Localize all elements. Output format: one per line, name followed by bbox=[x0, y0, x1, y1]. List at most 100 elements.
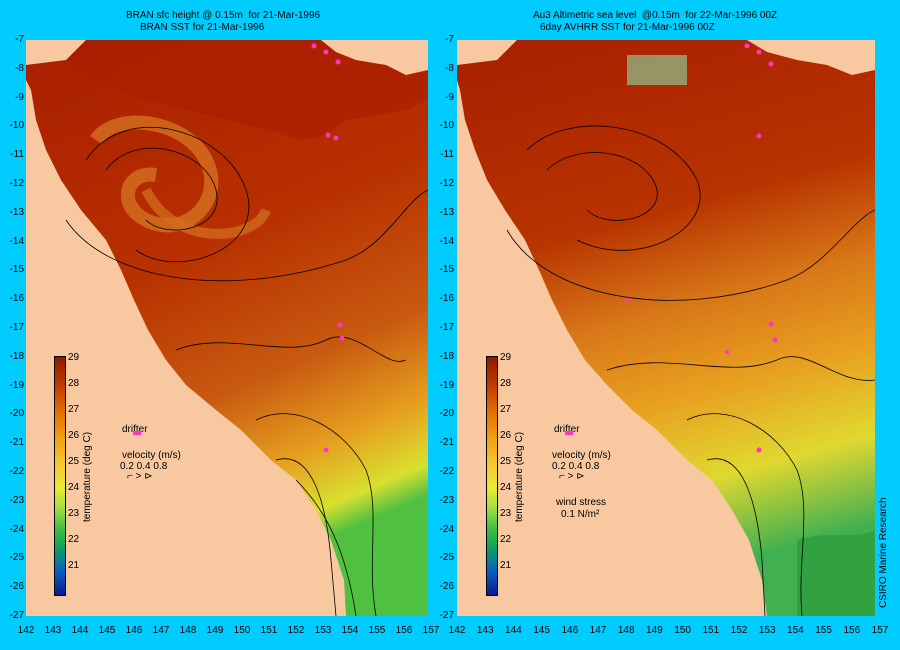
colorbar-tick-left: 23 bbox=[68, 508, 80, 519]
x-tick-label-left: 147 bbox=[152, 625, 170, 636]
colorbar-tick-right: 28 bbox=[500, 378, 512, 389]
y-tick-label-left: -13 bbox=[9, 206, 24, 218]
velocity-arrows-left: ⌐ > ⊳ bbox=[127, 471, 153, 482]
right-map bbox=[457, 40, 875, 616]
credit-text: CSIRO Marine Research bbox=[878, 497, 889, 608]
x-tick-label-right: 154 bbox=[787, 625, 804, 636]
x-tick-label-left: 151 bbox=[260, 625, 278, 636]
x-tick-label-right: 149 bbox=[646, 625, 663, 636]
y-tick-label-left: -11 bbox=[10, 149, 24, 161]
x-tick-label-left: 148 bbox=[179, 625, 197, 636]
x-tick-label-left: 146 bbox=[125, 625, 143, 636]
drifter-marker-left bbox=[133, 431, 141, 435]
y-tick-label-left: -23 bbox=[9, 494, 24, 506]
left-title-1: BRAN sfc height @ 0.15m for 21-Mar-1996 bbox=[126, 10, 321, 21]
y-tick-label-left: -9 bbox=[15, 91, 24, 103]
x-tick-label-right: 145 bbox=[533, 625, 550, 636]
x-tick-label-left: 154 bbox=[341, 625, 359, 636]
colorbar-tick-right: 22 bbox=[500, 534, 512, 545]
wind-stress-value: 0.1 N/m² bbox=[561, 509, 600, 520]
y-tick-label-left: -25 bbox=[9, 552, 24, 564]
x-tick-label-right: 142 bbox=[448, 625, 466, 636]
colorbar-right bbox=[486, 356, 498, 596]
colorbar-tick-left: 28 bbox=[68, 378, 80, 389]
y-tick-label-right: -23 bbox=[439, 494, 454, 506]
y-tick-label-left: -20 bbox=[9, 408, 24, 420]
y-tick-label-left: -26 bbox=[9, 581, 24, 593]
colorbar-tick-left: 29 bbox=[68, 352, 80, 363]
y-tick-label-left: -19 bbox=[9, 379, 24, 391]
colorbar-tick-left: 26 bbox=[68, 430, 80, 441]
y-tick-label-right: -10 bbox=[439, 120, 454, 132]
y-tick-label-right: -17 bbox=[439, 322, 454, 333]
colorbar-title-right: temperature (deg C) bbox=[514, 431, 525, 522]
x-tick-label-right: 150 bbox=[674, 625, 691, 636]
x-tick-label-right: 146 bbox=[561, 625, 579, 636]
velocity-arrows-right: ⌐ > ⊳ bbox=[559, 471, 585, 482]
x-tick-label-right: 144 bbox=[505, 625, 522, 636]
y-tick-label-right: -19 bbox=[439, 379, 454, 391]
y-tick-label-right: -9 bbox=[445, 91, 454, 103]
colorbar-tick-left: 21 bbox=[68, 560, 80, 571]
y-tick-label-left: -18 bbox=[9, 350, 24, 362]
x-tick-label-left: 145 bbox=[98, 625, 116, 636]
colorbar-left bbox=[54, 356, 66, 596]
colorbar-tick-left: 24 bbox=[68, 482, 80, 493]
left-map bbox=[26, 40, 428, 616]
y-tick-label-right: -25 bbox=[439, 552, 454, 564]
y-tick-label-right: -16 bbox=[439, 293, 454, 305]
x-tick-label-right: 143 bbox=[476, 625, 494, 636]
y-tick-label-left: -10 bbox=[9, 120, 24, 132]
y-tick-label-left: -12 bbox=[9, 178, 24, 189]
colorbar-title-left: temperature (deg C) bbox=[82, 431, 93, 522]
x-tick-label-right: 148 bbox=[617, 625, 635, 636]
y-tick-label-left: -16 bbox=[9, 293, 24, 305]
y-tick-label-left: -27 bbox=[9, 610, 24, 621]
colorbar-tick-right: 29 bbox=[500, 352, 512, 363]
y-tick-label-left: -7 bbox=[15, 34, 24, 45]
y-tick-label-left: -14 bbox=[9, 235, 24, 247]
right-title-1: Au3 Altimetric sea level @0.15m for 22-M… bbox=[533, 10, 778, 21]
left-title-2: BRAN SST for 21-Mar-1996 bbox=[140, 22, 265, 33]
x-tick-label-right: 153 bbox=[758, 625, 776, 636]
x-tick-label-right: 155 bbox=[815, 625, 832, 636]
y-tick-label-right: -14 bbox=[439, 235, 454, 247]
colorbar-tick-right: 25 bbox=[500, 456, 512, 467]
x-tick-label-left: 142 bbox=[17, 625, 35, 636]
right-title-2: 6day AVHRR SST for 21-Mar-1996 00Z bbox=[540, 22, 715, 33]
x-tick-label-right: 152 bbox=[730, 625, 748, 636]
x-tick-label-left: 157 bbox=[422, 625, 440, 636]
y-tick-label-left: -21 bbox=[9, 437, 24, 449]
y-tick-label-left: -22 bbox=[9, 466, 24, 477]
colorbar-tick-right: 23 bbox=[500, 508, 512, 519]
y-tick-label-left: -8 bbox=[15, 62, 24, 74]
y-tick-label-right: -27 bbox=[439, 610, 454, 621]
x-tick-label-left: 143 bbox=[44, 625, 62, 636]
y-tick-label-right: -15 bbox=[439, 264, 454, 276]
y-tick-label-right: -8 bbox=[445, 62, 454, 74]
y-tick-label-right: -22 bbox=[439, 466, 454, 477]
y-tick-label-right: -21 bbox=[439, 437, 454, 449]
colorbar-tick-right: 27 bbox=[500, 404, 512, 415]
x-tick-label-left: 150 bbox=[233, 625, 251, 636]
y-tick-label-left: -17 bbox=[9, 322, 24, 333]
velocity-scale-right: 0.2 0.4 0.8 bbox=[552, 461, 600, 472]
y-tick-label-left: -15 bbox=[9, 264, 24, 276]
colorbar-tick-left: 22 bbox=[68, 534, 80, 545]
colorbar-tick-left: 25 bbox=[68, 456, 80, 467]
velocity-scale-left: 0.2 0.4 0.8 bbox=[120, 461, 168, 472]
y-tick-label-right: -26 bbox=[439, 581, 454, 593]
velocity-label-left: velocity (m/s) bbox=[122, 450, 181, 461]
x-tick-label-right: 151 bbox=[702, 625, 720, 636]
y-tick-label-right: -7 bbox=[445, 34, 454, 45]
y-tick-label-right: -20 bbox=[439, 408, 454, 420]
drifter-label-left: drifter bbox=[122, 424, 148, 435]
x-tick-label-right: 156 bbox=[843, 625, 861, 636]
drifter-label-right: drifter bbox=[554, 424, 580, 435]
y-tick-label-right: -13 bbox=[439, 206, 454, 218]
x-tick-label-right: 147 bbox=[589, 625, 607, 636]
x-tick-label-left: 152 bbox=[287, 625, 305, 636]
x-tick-label-left: 153 bbox=[314, 625, 332, 636]
x-tick-label-left: 155 bbox=[368, 625, 386, 636]
x-tick-label-left: 144 bbox=[71, 625, 89, 636]
